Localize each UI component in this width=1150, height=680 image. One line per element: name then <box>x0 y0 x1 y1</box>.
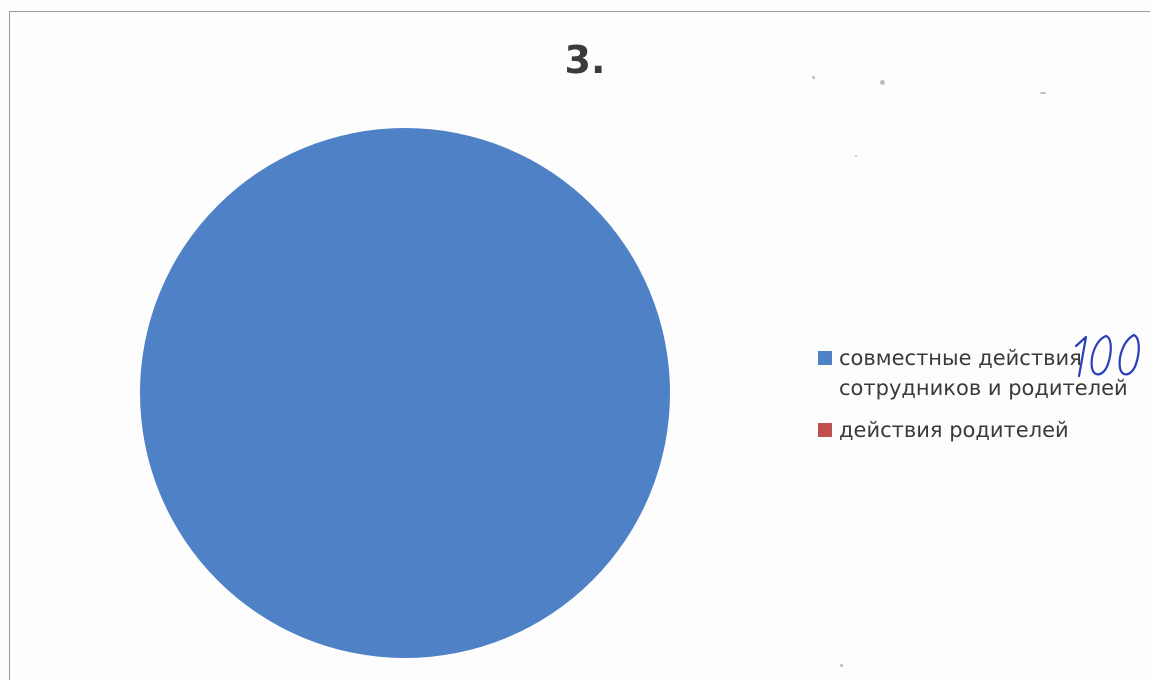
legend-item-joint-actions: совместные действия сотрудников и родите… <box>818 343 1148 403</box>
legend: совместные действия сотрудников и родите… <box>818 343 1148 445</box>
scan-speck <box>812 76 815 79</box>
chart-title: 3. <box>564 38 606 82</box>
legend-label-parent-actions: действия родителей <box>839 418 1069 442</box>
scan-speck <box>1040 92 1046 94</box>
legend-label-joint-actions-line2: сотрудников и родителей <box>839 376 1128 400</box>
chart-frame <box>9 11 1150 680</box>
legend-label-joint-actions-line1: совместные действия <box>839 346 1082 370</box>
pie-slice-joint-actions <box>140 128 670 658</box>
legend-swatch-parent-actions <box>818 423 832 437</box>
scan-speck <box>880 80 885 85</box>
legend-swatch-joint-actions <box>818 351 832 365</box>
legend-item-parent-actions: действия родителей <box>818 415 1148 445</box>
handwritten-annotation <box>1074 333 1140 378</box>
scan-speck <box>855 155 857 157</box>
scan-speck <box>840 664 843 667</box>
